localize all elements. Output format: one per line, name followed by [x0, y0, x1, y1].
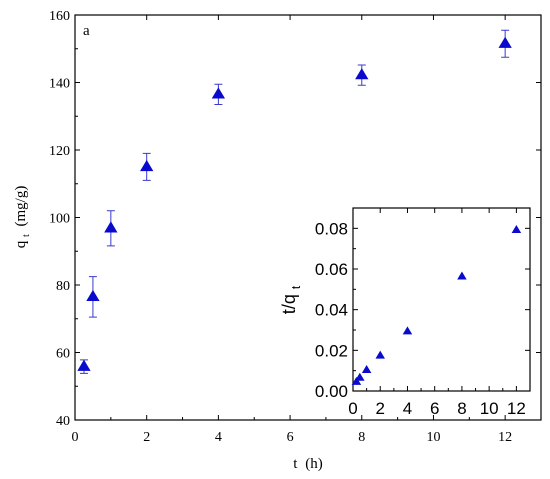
main-x-axis-unit: (h) — [305, 456, 323, 472]
inset-data-point — [355, 372, 365, 381]
main-x-tick-label: 8 — [358, 430, 365, 445]
main-data-point — [77, 359, 91, 371]
inset-y-tick-label: 0.02 — [315, 341, 348, 360]
main-data-point — [355, 68, 369, 80]
inset-x-tick-label: 6 — [430, 399, 439, 418]
main-y-axis-unit: (mg/g) — [13, 186, 29, 227]
inset-y-axis-ticks: 0.00 0.02 0.04 0.06 0.08 — [315, 219, 530, 401]
inset-y-axis-symbol: t/q — [279, 294, 299, 314]
inset-x-tick-label: 2 — [375, 399, 384, 418]
main-y-tick-label: 40 — [56, 414, 70, 429]
inset-x-tick-label: 10 — [480, 399, 499, 418]
main-x-tick-label: 4 — [215, 430, 222, 445]
inset-data-point — [402, 326, 413, 335]
inset-x-tick-label: 0 — [348, 399, 357, 418]
inset-y-axis-subscript: t — [289, 285, 303, 289]
inset-background — [353, 208, 530, 391]
main-x-axis-title: t (h) — [293, 456, 322, 472]
main-data-point — [498, 36, 512, 48]
inset-y-tick-label: 0.00 — [315, 382, 348, 401]
main-y-tick-label: 120 — [49, 144, 70, 159]
main-data-point — [211, 87, 226, 99]
inset-plot-frame — [352, 207, 531, 392]
inset-x-tick-label: 4 — [403, 399, 412, 418]
main-x-tick-label: 2 — [143, 430, 150, 445]
main-x-tick-label: 12 — [498, 430, 512, 445]
main-y-axis-symbol: q — [13, 240, 29, 248]
main-y-tick-label: 100 — [49, 212, 70, 227]
inset-data-point — [511, 224, 522, 233]
main-data-point — [104, 221, 118, 233]
main-y-tick-label: 80 — [56, 279, 70, 294]
inset-data-point — [351, 376, 362, 385]
main-y-tick-label: 160 — [49, 9, 70, 24]
main-x-axis-symbol: t — [293, 456, 298, 472]
main-data-point — [140, 159, 154, 172]
main-x-axis-ticks: 0 2 4 6 8 10 12 — [72, 15, 512, 445]
inset-x-axis-ticks: 0 2 4 6 8 10 12 — [348, 208, 526, 418]
main-y-tick-label: 60 — [56, 347, 70, 362]
inset-data-points — [351, 224, 522, 385]
inset-x-tick-label: 12 — [507, 399, 526, 418]
main-y-axis-title: q t (mg/g) — [13, 186, 33, 249]
main-x-tick-label: 10 — [426, 430, 440, 445]
inset-data-point — [361, 365, 372, 374]
inset-y-tick-label: 0.08 — [315, 219, 348, 238]
inset-plot: 0 2 4 6 8 10 12 0.00 0.02 0.04 0.06 0.08 t/q t — [279, 207, 531, 418]
main-y-tick-label: 140 — [49, 77, 70, 92]
panel-label: a — [83, 23, 90, 39]
main-x-tick-label: 6 — [287, 430, 294, 445]
inset-y-tick-label: 0.04 — [315, 301, 348, 320]
main-data-point — [86, 289, 100, 302]
inset-data-point — [457, 271, 467, 280]
inset-y-axis-title: t/q t — [279, 285, 303, 314]
main-y-axis-subscript: t — [21, 234, 32, 237]
main-x-tick-label: 0 — [72, 430, 79, 445]
inset-y-tick-label: 0.06 — [315, 260, 348, 279]
main-data-points — [77, 29, 512, 374]
inset-x-tick-label: 8 — [457, 399, 466, 418]
inset-data-point — [375, 350, 385, 359]
